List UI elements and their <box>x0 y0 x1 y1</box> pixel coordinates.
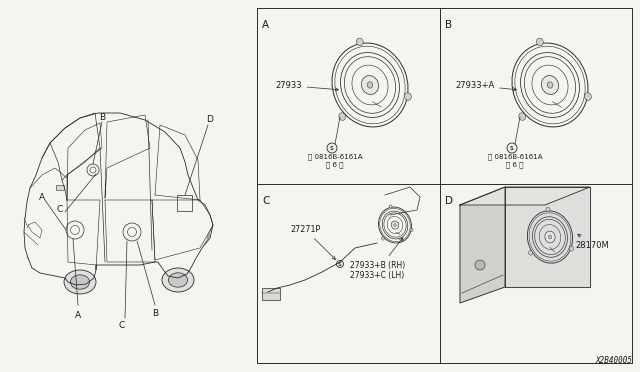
Ellipse shape <box>541 76 559 94</box>
Ellipse shape <box>367 82 373 88</box>
Ellipse shape <box>570 246 573 251</box>
Polygon shape <box>505 187 590 287</box>
Bar <box>257 8 632 363</box>
Ellipse shape <box>64 270 96 294</box>
Ellipse shape <box>404 93 412 100</box>
Text: A: A <box>262 20 269 30</box>
Text: S: S <box>330 145 334 151</box>
Text: Ⓢ 0816B-6161A: Ⓢ 0816B-6161A <box>488 153 542 160</box>
Text: S: S <box>338 262 342 266</box>
Circle shape <box>475 260 485 270</box>
Ellipse shape <box>548 235 552 239</box>
Ellipse shape <box>584 93 591 100</box>
Ellipse shape <box>547 82 553 88</box>
Text: A: A <box>39 192 45 202</box>
Ellipse shape <box>339 113 346 120</box>
Ellipse shape <box>168 273 188 287</box>
Text: D: D <box>445 196 453 206</box>
Text: 〈 6 〉: 〈 6 〉 <box>506 161 524 168</box>
Ellipse shape <box>546 207 550 212</box>
Text: C: C <box>262 196 269 206</box>
Ellipse shape <box>362 76 378 94</box>
Text: 28170M: 28170M <box>575 234 609 250</box>
Text: B: B <box>99 113 105 122</box>
Text: C: C <box>57 205 63 215</box>
Ellipse shape <box>389 205 392 208</box>
Text: Ⓢ 0816B-6161A: Ⓢ 0816B-6161A <box>308 153 362 160</box>
Text: 〈 6 〉: 〈 6 〉 <box>326 161 344 168</box>
Polygon shape <box>460 187 505 303</box>
Ellipse shape <box>162 268 194 292</box>
Text: B: B <box>445 20 452 30</box>
Polygon shape <box>460 187 590 205</box>
Circle shape <box>327 143 337 153</box>
Text: 27933: 27933 <box>275 81 339 91</box>
Text: 27933+A: 27933+A <box>455 81 516 91</box>
Text: B: B <box>152 308 158 317</box>
Text: S: S <box>510 145 514 151</box>
Ellipse shape <box>381 237 385 240</box>
Text: X2B40005: X2B40005 <box>595 356 632 365</box>
Ellipse shape <box>410 228 413 231</box>
Ellipse shape <box>545 231 555 243</box>
Bar <box>56 185 64 190</box>
Circle shape <box>337 260 344 267</box>
Ellipse shape <box>70 275 90 289</box>
Text: 27933+B (RH)
27933+C (LH): 27933+B (RH) 27933+C (LH) <box>350 238 405 280</box>
Ellipse shape <box>536 38 543 46</box>
Text: C: C <box>119 321 125 330</box>
Ellipse shape <box>394 224 396 226</box>
Bar <box>262 288 280 300</box>
Ellipse shape <box>356 38 364 46</box>
Text: 27271P: 27271P <box>290 225 335 260</box>
Bar <box>177 195 192 211</box>
Ellipse shape <box>391 221 399 229</box>
Text: A: A <box>75 311 81 320</box>
Circle shape <box>507 143 517 153</box>
Ellipse shape <box>529 250 532 255</box>
Text: D: D <box>207 115 213 125</box>
Ellipse shape <box>519 113 525 120</box>
